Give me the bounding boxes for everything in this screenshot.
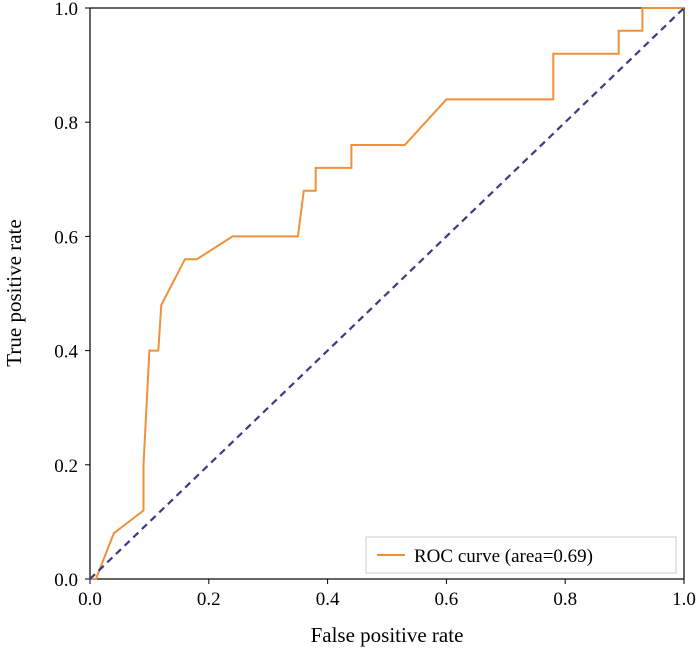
x-tick-label: 0.4 bbox=[316, 589, 340, 610]
y-tick-label: 0.0 bbox=[54, 570, 78, 591]
y-tick-label: 0.4 bbox=[54, 342, 78, 363]
series-layer bbox=[89, 7, 685, 580]
roc-curve-line bbox=[90, 7, 684, 580]
x-tick-label: 0.6 bbox=[435, 589, 459, 610]
x-axis-ticks: 0.0 0.2 0.4 0.6 0.8 1.0 bbox=[78, 579, 696, 610]
y-tick-label: 0.6 bbox=[54, 227, 78, 248]
y-axis-ticks: 0.0 0.2 0.4 0.6 0.8 1.0 bbox=[54, 0, 90, 591]
x-tick-label: 0.8 bbox=[553, 589, 577, 610]
x-axis-title: False positive rate bbox=[311, 623, 464, 647]
y-tick-label: 0.2 bbox=[54, 456, 78, 477]
chance-diagonal-line bbox=[89, 7, 685, 580]
x-tick-label: 0.2 bbox=[197, 589, 221, 610]
x-tick-label: 1.0 bbox=[672, 589, 696, 610]
x-tick-label: 0.0 bbox=[78, 589, 102, 610]
y-tick-label: 0.8 bbox=[54, 113, 78, 134]
legend: ROC curve (area=0.69) bbox=[365, 536, 677, 574]
y-tick-label: 1.0 bbox=[54, 0, 78, 20]
y-axis-title: True positive rate bbox=[2, 219, 26, 366]
legend-box bbox=[365, 536, 677, 574]
legend-label: ROC curve (area=0.69) bbox=[414, 546, 593, 567]
